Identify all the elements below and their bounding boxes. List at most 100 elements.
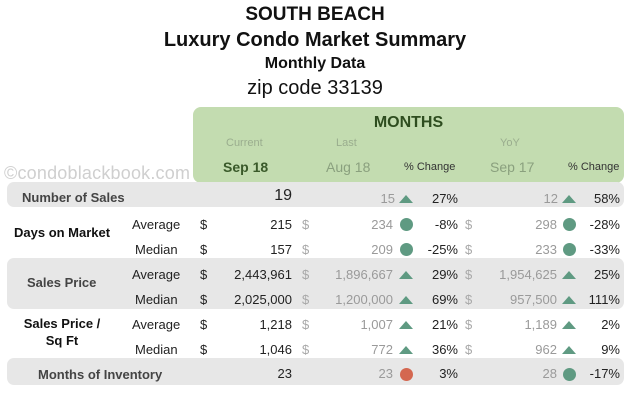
dom-med-current: 157 [270, 242, 292, 257]
triangle-up-icon [399, 195, 413, 203]
dom-avg-yoy: 298 [535, 217, 557, 232]
psf-avg-yoy-sym: $ [465, 317, 473, 332]
psf-avg-last-sym: $ [302, 317, 310, 332]
col-pct-change-2: % Change [568, 161, 620, 173]
circle-green-icon [400, 218, 413, 231]
circle-green-icon [563, 243, 576, 256]
inventory-last: 23 [378, 366, 393, 381]
psf-med-last-sym: $ [302, 342, 310, 357]
dom-avg-label: Average [132, 217, 181, 232]
price-avg-yoy-sym: $ [465, 267, 473, 282]
band-sales-price [7, 258, 624, 309]
watermark: ©condoblackbook.com [4, 163, 191, 183]
col-pct-change-1: % Change [404, 161, 456, 173]
dom-med-last-sym: $ [302, 242, 310, 257]
psf-avg-yoy: 1,189 [524, 317, 557, 332]
row-label-sales-price: Sales Price [27, 275, 97, 290]
sales-pct1: 27% [431, 191, 458, 206]
sales-pct2: 58% [593, 191, 620, 206]
psf-avg-pct1: 21% [431, 317, 458, 332]
inventory-yoy: 28 [542, 366, 557, 381]
triangle-up-icon [399, 296, 413, 304]
dom-avg-last: 234 [371, 217, 393, 232]
dom-med-yoy-sym: $ [465, 242, 473, 257]
psf-avg-pct2: 2% [601, 317, 620, 332]
row-label-price-psf-1: Sales Price / [23, 316, 101, 331]
price-med-pct2: 111% [588, 292, 620, 307]
months-header-box [193, 107, 624, 183]
price-med-last-sym: $ [302, 292, 310, 307]
triangle-up-icon [399, 321, 413, 329]
triangle-up-icon [562, 321, 576, 329]
zip-code: zip code 33139 [247, 77, 383, 99]
inventory-pct1: 3% [439, 366, 458, 381]
col-current: Sep 18 [223, 159, 269, 175]
row-label-price-psf-2: Sq Ft [45, 333, 79, 348]
yoy-sublabel: YoY [500, 137, 520, 149]
price-med-cur-sym: $ [200, 292, 208, 307]
dom-avg-yoy-sym: $ [465, 217, 473, 232]
psf-med-pct2: 9% [601, 342, 620, 357]
psf-avg-last: 1,007 [360, 317, 393, 332]
last-sublabel: Last [336, 137, 357, 149]
dom-avg-cur-sym: $ [200, 217, 208, 232]
price-avg-label: Average [132, 267, 181, 282]
dom-med-pct1: -25% [427, 242, 458, 257]
report-title: Luxury Condo Market Summary [163, 29, 467, 51]
sales-current: 19 [274, 187, 292, 204]
row-label-days-on-market: Days on Market [14, 225, 111, 240]
dom-avg-pct2: -28% [589, 217, 620, 232]
psf-med-label: Median [135, 342, 178, 357]
price-avg-pct1: 29% [431, 267, 458, 282]
price-avg-last-sym: $ [302, 267, 310, 282]
psf-med-yoy: 962 [535, 342, 557, 357]
row-label-number-of-sales: Number of Sales [22, 190, 125, 205]
psf-med-yoy-sym: $ [465, 342, 473, 357]
report-subtitle: Monthly Data [264, 55, 366, 72]
psf-avg-label: Average [132, 317, 181, 332]
sales-yoy: 12 [543, 191, 558, 206]
price-med-current: 2,025,000 [234, 292, 292, 307]
title-area: SOUTH BEACH [245, 4, 385, 25]
price-avg-last: 1,896,667 [335, 267, 393, 282]
inventory-pct2: -17% [589, 366, 620, 381]
circle-red-icon [400, 368, 413, 381]
months-label: MONTHS [373, 114, 444, 131]
triangle-up-icon [399, 346, 413, 354]
circle-green-icon [563, 218, 576, 231]
triangle-up-icon [399, 271, 413, 279]
dom-med-pct2: -33% [589, 242, 620, 257]
dom-med-cur-sym: $ [200, 242, 208, 257]
dom-med-label: Median [135, 242, 178, 257]
band-number-of-sales [7, 182, 624, 207]
psf-med-cur-sym: $ [200, 342, 208, 357]
col-last: Aug 18 [326, 159, 371, 175]
dom-avg-pct1: -8% [434, 217, 458, 232]
price-avg-yoy: 1,954,625 [499, 267, 557, 282]
price-med-pct1: 69% [431, 292, 458, 307]
dom-med-last: 209 [371, 242, 393, 257]
inventory-current: 23 [277, 366, 292, 381]
circle-green-icon [563, 368, 576, 381]
psf-med-last: 772 [371, 342, 393, 357]
price-med-yoy-sym: $ [465, 292, 473, 307]
psf-avg-current: 1,218 [259, 317, 292, 332]
price-med-label: Median [135, 292, 178, 307]
triangle-up-icon [562, 271, 576, 279]
triangle-up-icon [562, 296, 576, 304]
sales-last: 15 [380, 191, 395, 206]
price-med-yoy: 957,500 [510, 292, 557, 307]
psf-avg-cur-sym: $ [200, 317, 208, 332]
psf-med-pct1: 36% [431, 342, 458, 357]
price-med-last: 1,200,000 [335, 292, 393, 307]
price-avg-cur-sym: $ [200, 267, 208, 282]
row-label-months-of-inventory: Months of Inventory [38, 367, 163, 382]
price-avg-pct2: 25% [593, 267, 620, 282]
triangle-up-icon [562, 195, 576, 203]
circle-green-icon [400, 243, 413, 256]
triangle-up-icon [562, 346, 576, 354]
psf-med-current: 1,046 [259, 342, 292, 357]
dom-avg-last-sym: $ [302, 217, 310, 232]
current-sublabel: Current [226, 137, 263, 149]
col-yoy: Sep 17 [490, 159, 535, 175]
